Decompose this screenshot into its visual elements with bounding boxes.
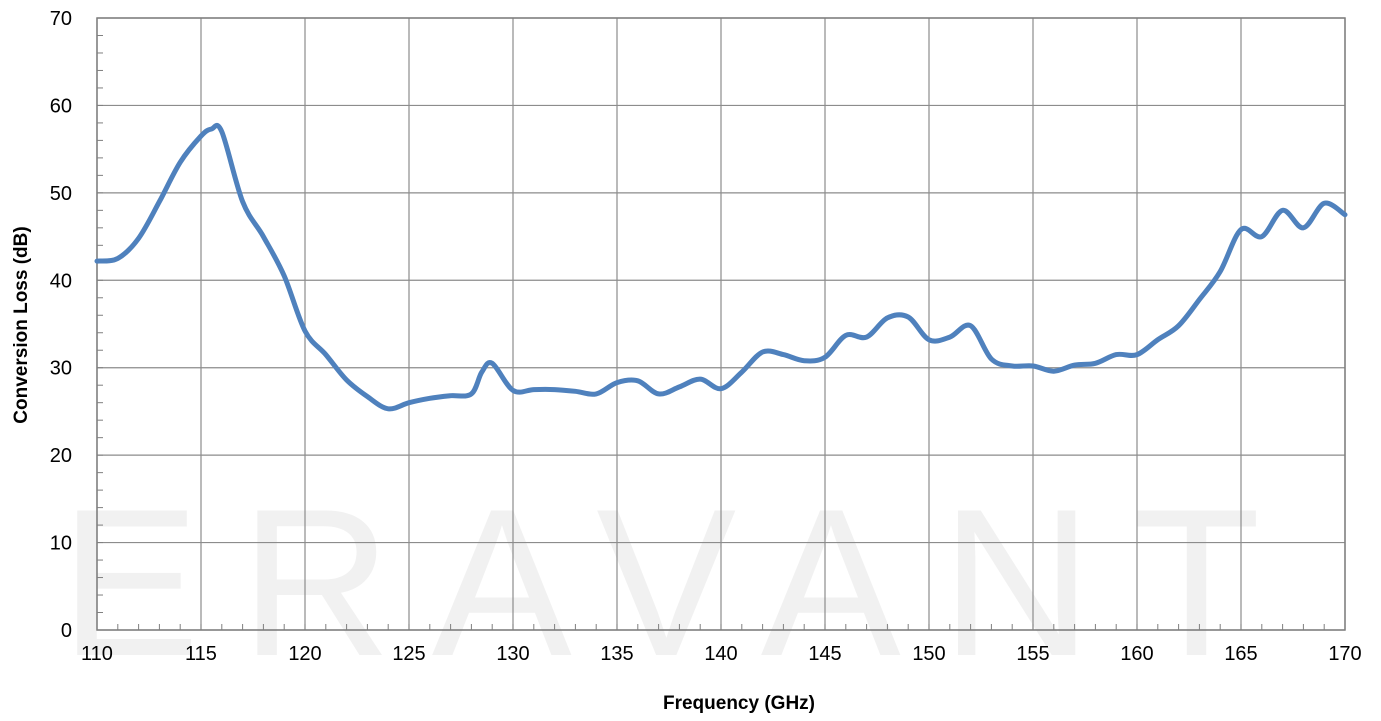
x-tick-label: 170 <box>1328 643 1361 665</box>
y-axis-tick-labels: 0 10 20 30 40 50 60 70 <box>50 8 72 642</box>
x-tick-label: 150 <box>912 643 945 665</box>
y-tick-label: 50 <box>50 183 72 205</box>
x-tick-label: 110 <box>81 643 113 665</box>
series-group <box>94 122 1348 412</box>
x-tick-label: 135 <box>600 643 633 665</box>
y-tick-label: 70 <box>50 8 72 30</box>
x-tick-label: 165 <box>1224 643 1257 665</box>
y-tick-label: 0 <box>61 620 72 642</box>
series-line-0 <box>94 122 1348 412</box>
plot-area-frame <box>96 17 1346 631</box>
x-tick-label: 125 <box>392 643 425 665</box>
y-axis-minor-ticks <box>96 17 1346 631</box>
y-tick-label: 40 <box>50 270 72 292</box>
y-tick-label: 20 <box>50 445 72 467</box>
x-tick-label: 140 <box>704 643 737 665</box>
y-tick-label: 60 <box>50 95 72 117</box>
x-axis-tick-labels: 110 115 120 125 130 135 140 145 150 155 160 165 170 <box>81 643 1362 665</box>
x-tick-label: 145 <box>808 643 841 665</box>
x-tick-label: 120 <box>288 643 321 665</box>
x-tick-label: 115 <box>185 643 217 665</box>
y-tick-label: 30 <box>50 358 72 380</box>
y-axis-title: Conversion Loss (dB) <box>11 226 32 423</box>
x-tick-label: 155 <box>1016 643 1049 665</box>
y-tick-label: 10 <box>50 533 72 555</box>
x-tick-label: 130 <box>496 643 529 665</box>
watermark-logo: ERAVANT <box>60 465 1301 700</box>
x-axis-title: Frequency (GHz) <box>663 693 815 714</box>
x-tick-label: 160 <box>1120 643 1153 665</box>
